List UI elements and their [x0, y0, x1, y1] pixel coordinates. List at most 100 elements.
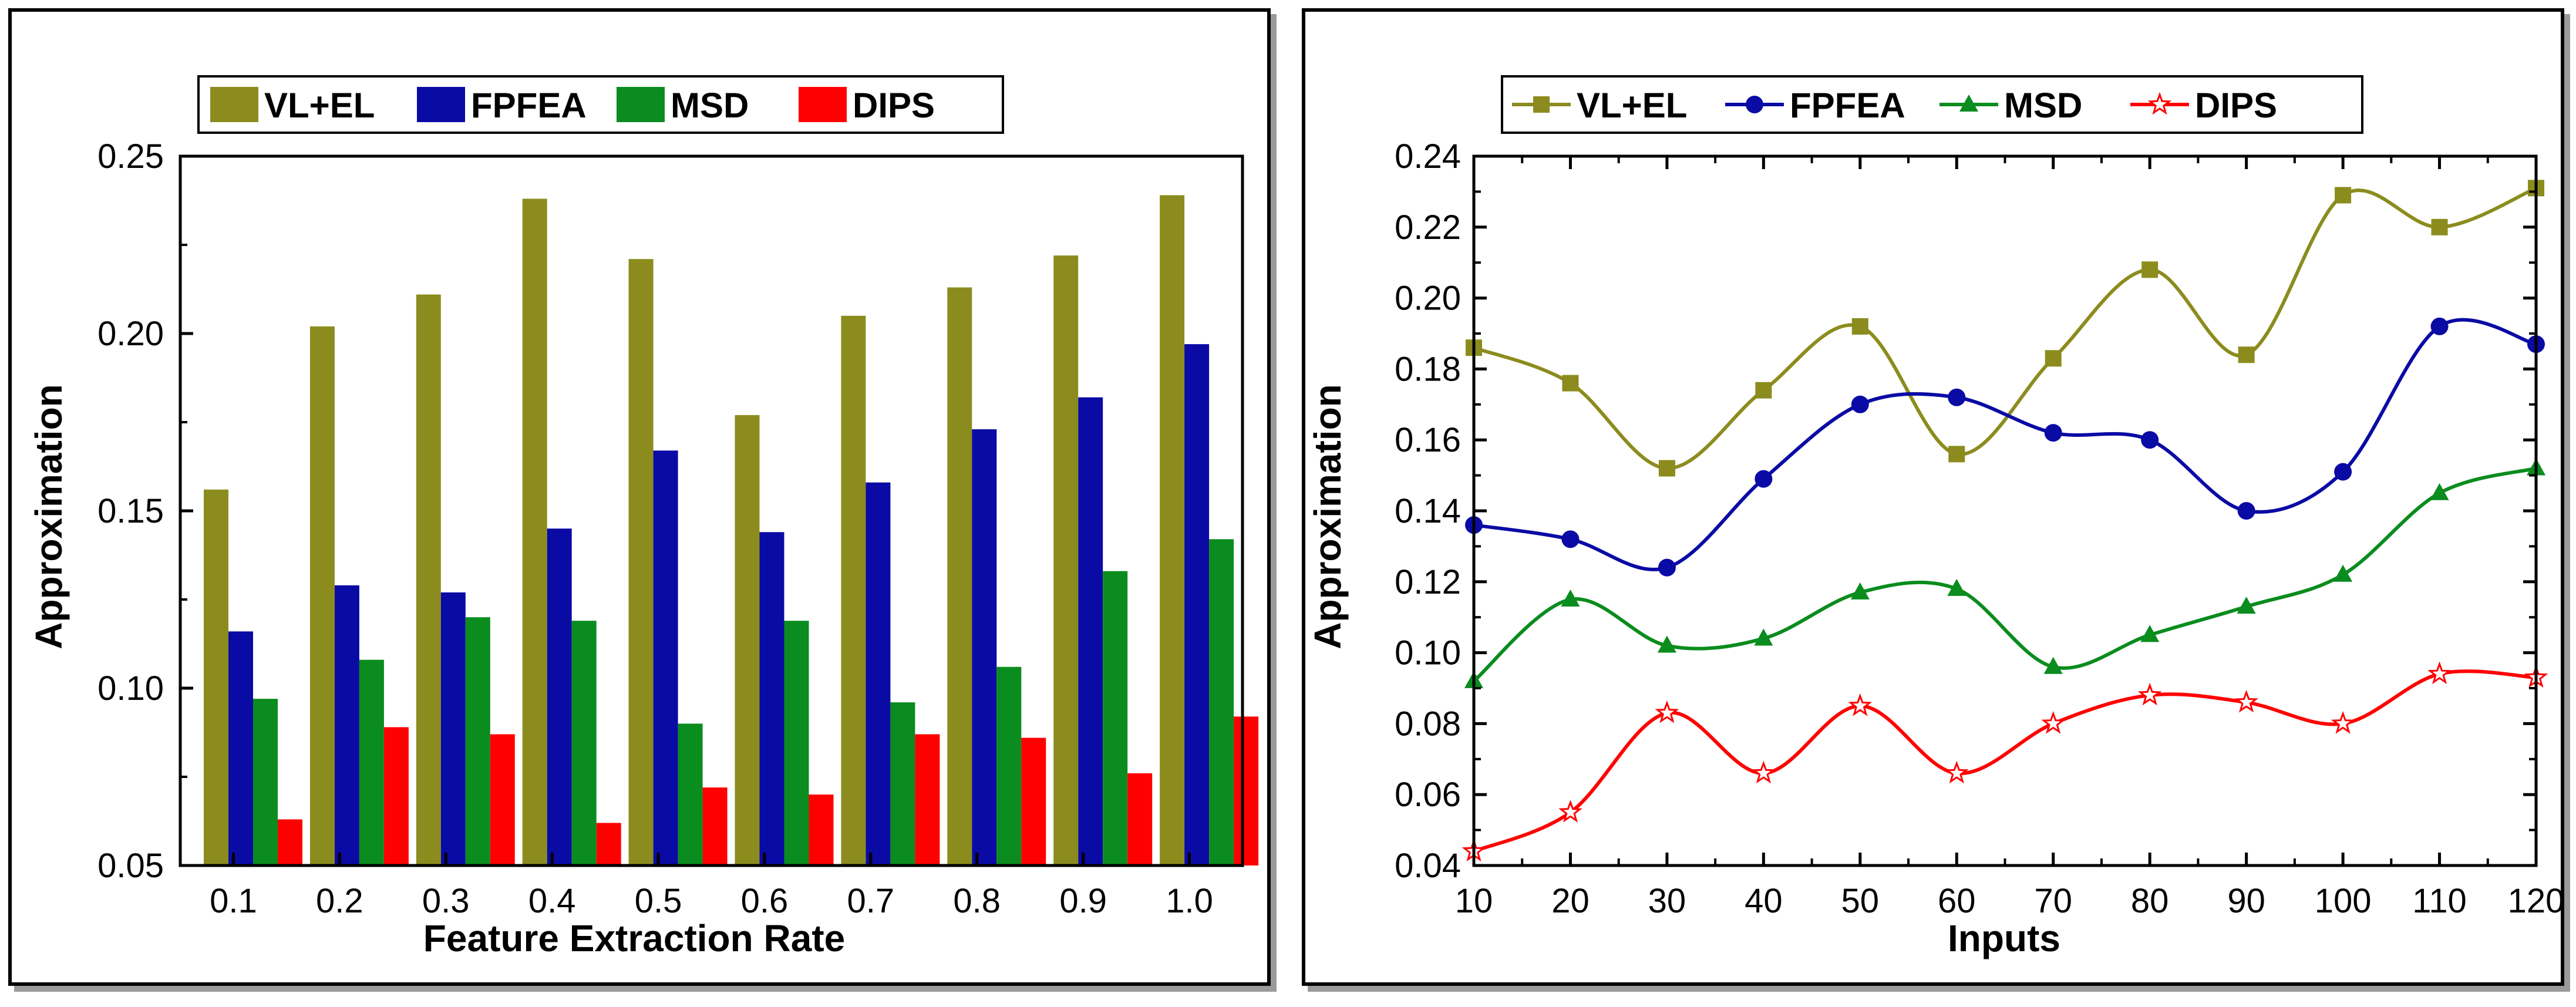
bar-dips-3 — [596, 823, 621, 865]
y-tick-label: 0.15 — [97, 492, 164, 530]
bar-msd-3 — [571, 621, 597, 865]
line-chart: 0.04 0.06 0.08 0.10 0.12 0.14 0.16 0.18 0.20 0.22… — [1306, 75, 2561, 959]
legend-label: MSD — [2004, 86, 2082, 125]
x-tick-label: 0.4 — [528, 882, 576, 920]
point-msd-6 — [2043, 656, 2063, 674]
point-fpfea-2 — [1658, 558, 1676, 577]
point-fpfea-5 — [1948, 388, 1966, 406]
bar-fpfea-7 — [972, 429, 997, 865]
point-vlel-9 — [2335, 187, 2352, 204]
series-line-vlel — [1473, 186, 2537, 470]
x-tick-label: 0.2 — [316, 882, 363, 920]
bar-fpfea-5 — [759, 532, 784, 865]
point-dips-1 — [1558, 800, 1582, 823]
line-chart-panel: 0.04 0.06 0.08 0.10 0.12 0.14 0.16 0.18 0.20 0.22… — [1302, 8, 2564, 986]
bar-vlel-4 — [628, 259, 654, 865]
bar-dips-8 — [1127, 773, 1153, 865]
point-msd-5 — [1947, 578, 1966, 596]
legend-label: FPFEA — [1790, 86, 1905, 125]
x-tick-label: 0.1 — [210, 882, 257, 920]
bar-dips-4 — [702, 787, 728, 865]
bar-dips-0 — [278, 819, 302, 865]
x-tick-label: 90 — [2227, 882, 2265, 920]
bar-fpfea-3 — [547, 528, 572, 865]
legend-label: DIPS — [853, 86, 935, 125]
point-fpfea-10 — [2430, 317, 2449, 335]
bar-dips-9 — [1234, 716, 1259, 865]
x-tick-label: 70 — [2034, 882, 2072, 920]
y-tick-label: 0.04 — [1395, 847, 1461, 885]
x-tick-label: 120 — [2508, 882, 2561, 920]
y-tick-label: 0.22 — [1395, 208, 1461, 247]
point-vlel-4 — [1851, 318, 1868, 335]
point-vlel-2 — [1658, 460, 1675, 477]
bar-dips-7 — [1021, 737, 1046, 865]
point-dips-3 — [1752, 760, 1776, 784]
legend-marker — [1746, 96, 1763, 113]
x-tick-label: 10 — [1455, 882, 1493, 920]
legend-label: MSD — [671, 86, 749, 125]
bar-vlel-9 — [1160, 195, 1185, 866]
legend-label: VL+EL — [1577, 86, 1687, 125]
bar-msd-5 — [784, 621, 809, 865]
bar-vlel-7 — [947, 287, 972, 866]
legend-label: DIPS — [2195, 86, 2277, 125]
legend-label: VL+EL — [264, 86, 375, 125]
bar-vlel-5 — [735, 415, 760, 865]
point-msd-9 — [2333, 564, 2353, 582]
y-tick-label: 0.20 — [97, 315, 164, 353]
bar-fpfea-9 — [1184, 344, 1210, 865]
legend-label: FPFEA — [471, 86, 587, 125]
bar-msd-8 — [1103, 571, 1128, 865]
point-msd-10 — [2430, 483, 2449, 500]
point-msd-7 — [2140, 625, 2160, 642]
point-fpfea-1 — [1561, 530, 1580, 548]
bar-vlel-6 — [841, 315, 866, 865]
point-dips-4 — [1848, 693, 1873, 716]
point-fpfea-6 — [2044, 424, 2062, 442]
point-vlel-10 — [2431, 218, 2448, 235]
point-dips-6 — [2041, 711, 2066, 734]
bar-msd-2 — [465, 617, 490, 865]
point-msd-3 — [1754, 628, 1773, 646]
bar-msd-7 — [996, 666, 1022, 865]
point-fpfea-8 — [2237, 502, 2255, 520]
y-axis-title: Approximation — [1306, 384, 1349, 649]
point-msd-4 — [1850, 582, 1870, 600]
legend-swatch — [617, 87, 665, 122]
bar-vlel-8 — [1053, 255, 1079, 865]
series-line-fpfea — [1473, 318, 2537, 571]
bar-vlel-3 — [522, 198, 547, 866]
y-tick-label: 0.25 — [97, 137, 164, 176]
point-vlel-6 — [2045, 350, 2062, 367]
legend-marker — [1959, 95, 1978, 112]
point-dips-8 — [2234, 689, 2258, 713]
x-tick-label: 110 — [2412, 882, 2466, 920]
x-tick-label: 0.5 — [635, 882, 682, 920]
point-vlel-5 — [1948, 446, 1965, 463]
bar-msd-4 — [678, 723, 703, 865]
x-tick-label: 0.7 — [847, 882, 895, 920]
y-tick-label: 0.20 — [1395, 279, 1461, 318]
x-tick-label: 80 — [2131, 882, 2169, 920]
x-tick-label: 0.3 — [422, 882, 470, 920]
y-tick-label: 0.24 — [1395, 137, 1461, 176]
bar-dips-5 — [809, 794, 834, 865]
point-dips-9 — [2331, 711, 2355, 734]
point-dips-10 — [2427, 661, 2452, 685]
x-tick-label: 0.8 — [953, 882, 1001, 920]
legend-marker — [2147, 92, 2172, 115]
bar-fpfea-1 — [334, 585, 359, 865]
bar-vlel-1 — [309, 326, 335, 865]
bar-msd-6 — [890, 702, 915, 865]
point-vlel-1 — [1562, 375, 1579, 392]
bar-fpfea-0 — [228, 631, 253, 865]
plot-frame — [1472, 154, 2538, 867]
bar-fpfea-6 — [866, 482, 891, 865]
point-fpfea-3 — [1755, 470, 1773, 488]
y-tick-label: 0.05 — [97, 847, 164, 885]
point-vlel-7 — [2141, 261, 2159, 278]
bar-chart: 0.05 0.10 0.15 0.20 0.25 0.1 0.2 0.3 0.4 0.5 0.6 0.… — [28, 75, 1259, 959]
x-tick-label: 60 — [1938, 882, 1976, 920]
point-msd-2 — [1657, 635, 1676, 653]
